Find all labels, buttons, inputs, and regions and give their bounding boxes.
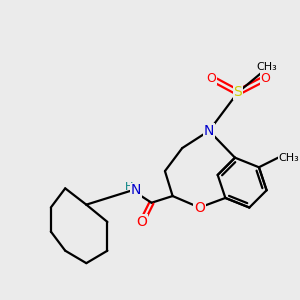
Text: CH₃: CH₃ <box>278 153 299 163</box>
Text: N: N <box>131 183 141 197</box>
Text: O: O <box>194 200 205 214</box>
Text: N: N <box>204 124 214 138</box>
Text: CH₃: CH₃ <box>256 61 277 72</box>
Text: O: O <box>261 72 271 85</box>
Text: S: S <box>233 85 242 100</box>
Text: O: O <box>136 215 147 229</box>
Text: H: H <box>125 182 134 192</box>
Text: O: O <box>206 72 216 85</box>
